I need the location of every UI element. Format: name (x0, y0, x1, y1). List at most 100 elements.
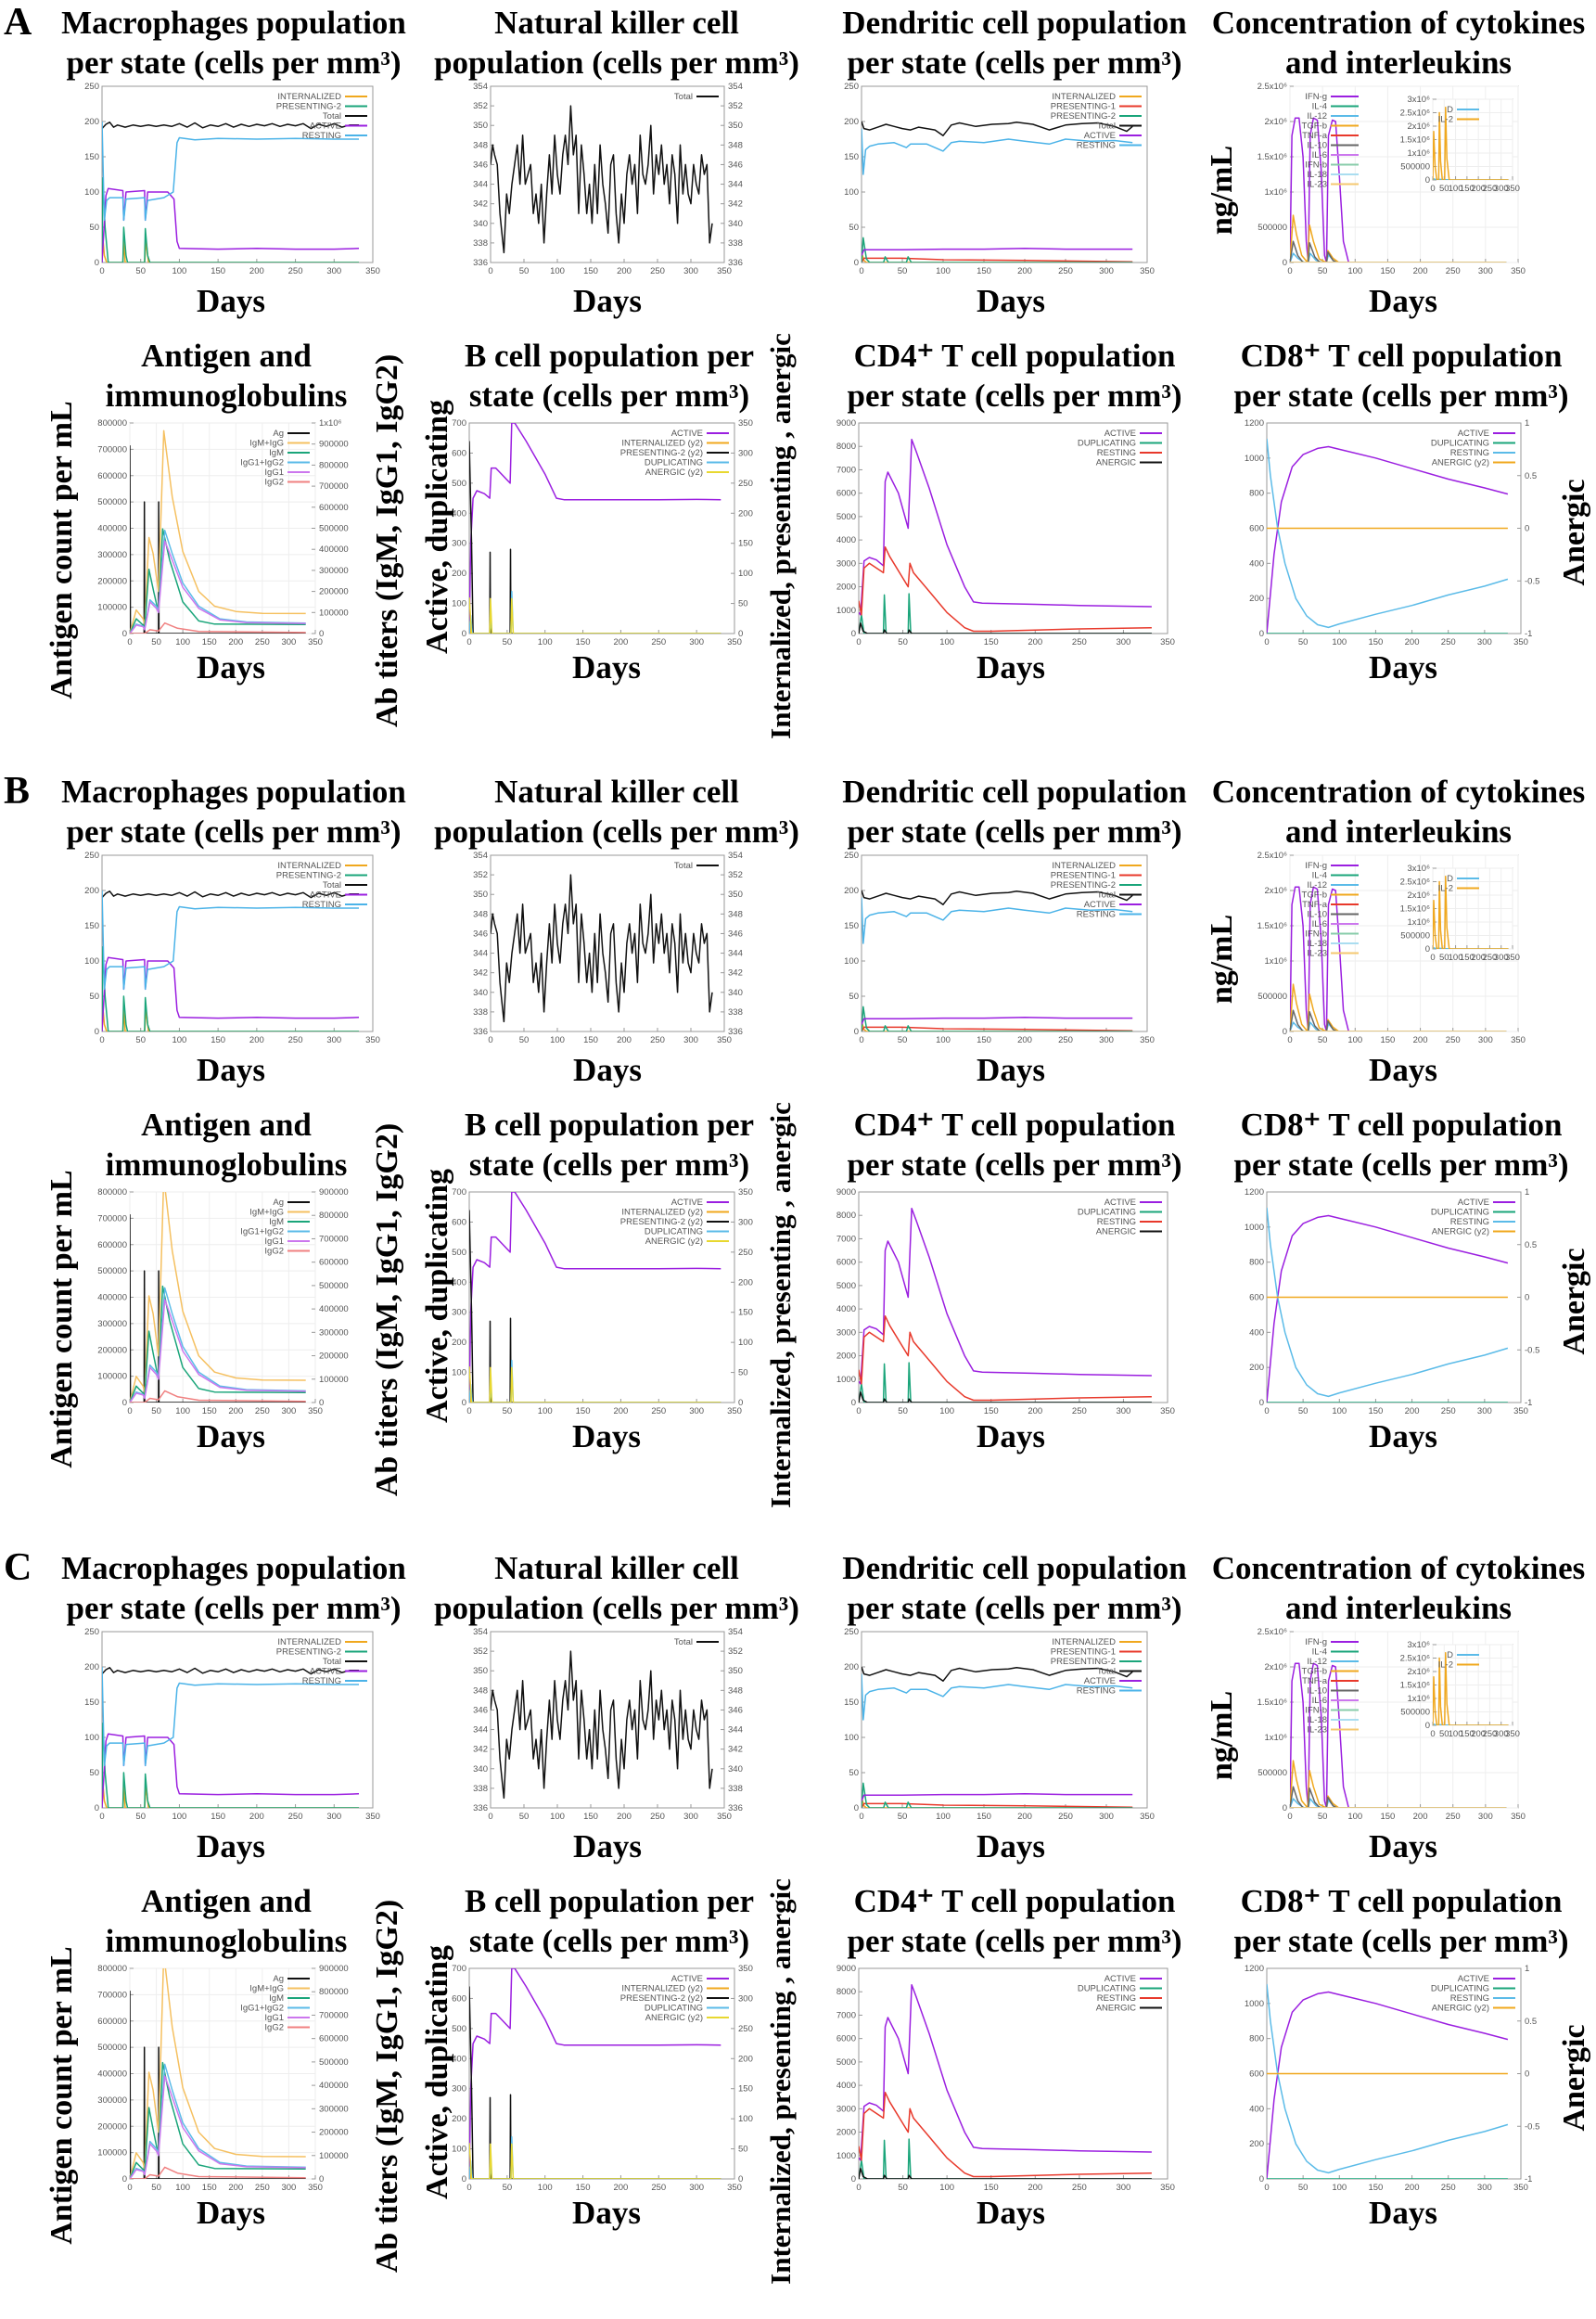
x-tick-label: 250 (255, 1406, 270, 1416)
series-line-igg2 (130, 2166, 306, 2179)
legend-label: IL-6 (1312, 1696, 1327, 1706)
chart-cd4: 0 50 100 150 200 250 300 350 0 1000 2000 3000 4000 50… (836, 1187, 1175, 1416)
x-tick-label: 100 (550, 1812, 565, 1822)
x-tick-label: 100 (1332, 637, 1347, 647)
y-tick-label: 500000 (1400, 162, 1430, 173)
y2-tick-label: 350 (728, 121, 743, 131)
y-tick-label: 3x10⁶ (1407, 1640, 1430, 1650)
x-tick-label: 200 (1017, 1812, 1032, 1822)
y2-tick-label: 100000 (319, 608, 349, 618)
x-tick-label: 100 (538, 637, 553, 647)
y2-tick-label: 340 (728, 219, 743, 229)
y-tick-label: 400 (1249, 2104, 1264, 2114)
y-tick-label: 1x10⁶ (1407, 917, 1430, 928)
y2-tick-label: 200 (738, 2054, 753, 2064)
chart-title: Dendritic cell population per state (cell… (842, 1548, 1186, 1628)
chart-title-line: Dendritic cell population (842, 5, 1187, 41)
y2-tick-label: 1x10⁶ (319, 418, 342, 429)
y2-tick-label: 0 (319, 629, 324, 639)
legend-label: IgM+IgG (249, 1984, 284, 1994)
chart-title-line: immunoglobulins (105, 1147, 348, 1183)
legend-label: IgG1 (264, 1236, 284, 1247)
series-group (1267, 1983, 1509, 2179)
legend-label: IL-10 (1307, 910, 1327, 920)
y-tick-label: 0 (854, 1027, 859, 1037)
y-tick-label: 250 (84, 851, 99, 861)
x-tick-label: 200 (249, 1812, 264, 1822)
chart-title-line: per state (cells per mm³) (1233, 1923, 1569, 1959)
y2-tick-label: 346 (728, 160, 743, 170)
y-tick-label: 50 (849, 1768, 859, 1778)
chart-antigen: 0 50 100 150 200 250 300 3500100000200000300000… (97, 1964, 349, 2193)
x-tick-label: 0 (1287, 1812, 1292, 1822)
y-tick-label: 400 (452, 508, 466, 519)
y2-tick-label: 250 (738, 479, 753, 489)
y-tick-label: 342 (473, 968, 488, 979)
x-tick-label: 300 (1116, 2183, 1130, 2193)
x-tick-label: 200 (617, 266, 632, 276)
series-line-resting (102, 1666, 359, 1767)
x-tick-label: 250 (651, 1406, 666, 1416)
y-tick-label: 336 (473, 258, 488, 268)
legend-label: Total (323, 880, 341, 890)
legend-label: IgG1+IgG2 (240, 458, 284, 468)
series-line-il-10 (1290, 1009, 1507, 1031)
plot-frame (468, 422, 735, 634)
legend-label: IL-2 (1438, 1660, 1453, 1671)
y-tick-label: 2x10⁶ (1407, 890, 1430, 901)
x-tick-label: 200 (1413, 1035, 1428, 1045)
legend-label: DUPLICATING (1431, 1984, 1489, 1994)
x-tick-label: 300 (1099, 266, 1114, 276)
y2-tick-label: 400000 (319, 2081, 349, 2091)
legend-label: IL-4 (1312, 871, 1327, 881)
y-tick-label: 600 (452, 448, 466, 458)
series-line-total (491, 1650, 713, 1800)
x-tick-label: 100 (1449, 1729, 1463, 1739)
chart-title: Antigen and immunoglobulins (106, 336, 348, 416)
x-tick-label: 100 (175, 1406, 190, 1416)
y2-tick-label: 342 (728, 199, 743, 210)
x-tick-label: 100 (172, 1035, 186, 1045)
y-tick-label: 100 (84, 956, 99, 967)
legend: INTERNALIZEDPRESENTING-1PRESENTING-2Tota… (1051, 861, 1142, 920)
y-tick-label: 200 (844, 886, 859, 896)
y-tick-label: 1200 (1245, 1964, 1264, 1974)
y-tick-label: 50 (849, 223, 859, 233)
series-line-active (1267, 445, 1509, 634)
series-line-resting (102, 121, 359, 222)
y-tick-label: 5000 (836, 512, 856, 522)
y2-tick-label: 600000 (319, 503, 349, 513)
plot-frame (861, 854, 1148, 1032)
legend-label: INTERNALIZED (277, 1637, 341, 1647)
y2-tick-label: 1 (1525, 1964, 1529, 1974)
x-tick-label: 50 (135, 1812, 146, 1822)
chart-title: Concentration of cytokines and interleuki… (1212, 1548, 1585, 1628)
y-tick-label: 100000 (97, 2148, 127, 2159)
y2-tick-label: 500000 (319, 1281, 349, 1291)
chart-title-line: per state (cells per mm³) (66, 814, 402, 850)
y-tick-label: 5000 (836, 2057, 856, 2068)
y2-tick-label: 346 (728, 1705, 743, 1715)
y-tick-label: 346 (473, 160, 488, 170)
y-tick-label: 7000 (836, 1234, 856, 1244)
x-tick-label: 300 (326, 1812, 341, 1822)
y2-tick-label: 0 (1525, 2069, 1529, 2080)
x-tick-label: 350 (308, 2183, 323, 2193)
x-tick-label: 50 (519, 1812, 530, 1822)
legend-label: IFN-b (1305, 160, 1327, 171)
legend-label: PRESENTING-2 (276, 102, 341, 112)
y-tick-label: 1.5x10⁶ (1258, 921, 1288, 931)
series-line-igg1 (130, 540, 306, 634)
legend-label: INTERNALIZED (277, 92, 341, 102)
y-tick-label: 100 (84, 187, 99, 198)
y2-tick-label: 300000 (319, 1327, 349, 1338)
y2-axis-label: Anergic (1557, 479, 1591, 586)
y-tick-label: 2x10⁶ (1264, 1662, 1287, 1672)
x-tick-label: 350 (727, 1406, 742, 1416)
x-tick-label: 0 (488, 1812, 492, 1822)
y-tick-label: 200 (84, 117, 99, 127)
y-tick-label: 348 (473, 1685, 488, 1696)
x-axis-label: Days (977, 1418, 1045, 1454)
chart-title-line: B cell population per (464, 1883, 755, 1919)
